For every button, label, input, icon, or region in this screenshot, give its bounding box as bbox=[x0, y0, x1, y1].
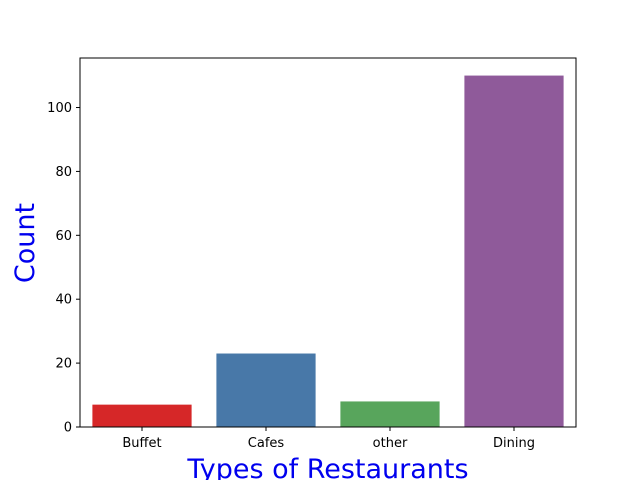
x-axis-title: Types of Restaurants bbox=[186, 454, 468, 480]
x-tick-label: Buffet bbox=[122, 436, 161, 451]
x-axis-ticks: Buffet Cafes other Dining bbox=[122, 427, 535, 451]
y-tick-label: 80 bbox=[55, 165, 72, 180]
y-tick-label: 60 bbox=[55, 229, 72, 244]
x-tick-label: Cafes bbox=[248, 436, 285, 451]
x-tick-label: other bbox=[373, 436, 408, 451]
bar-buffet bbox=[92, 404, 192, 427]
bar-other bbox=[340, 401, 440, 427]
y-tick-label: 20 bbox=[55, 357, 72, 372]
y-axis-ticks: 0 20 40 60 80 100 bbox=[47, 101, 80, 436]
y-axis-title: Count bbox=[10, 203, 41, 283]
y-tick-label: 0 bbox=[64, 421, 72, 436]
y-tick-label: 40 bbox=[55, 293, 72, 308]
y-tick-label: 100 bbox=[47, 101, 72, 116]
bar-cafes bbox=[216, 353, 316, 427]
bars-group bbox=[92, 75, 564, 428]
bar-dining bbox=[464, 75, 564, 428]
x-tick-label: Dining bbox=[493, 436, 535, 451]
plot-frame bbox=[79, 57, 577, 428]
